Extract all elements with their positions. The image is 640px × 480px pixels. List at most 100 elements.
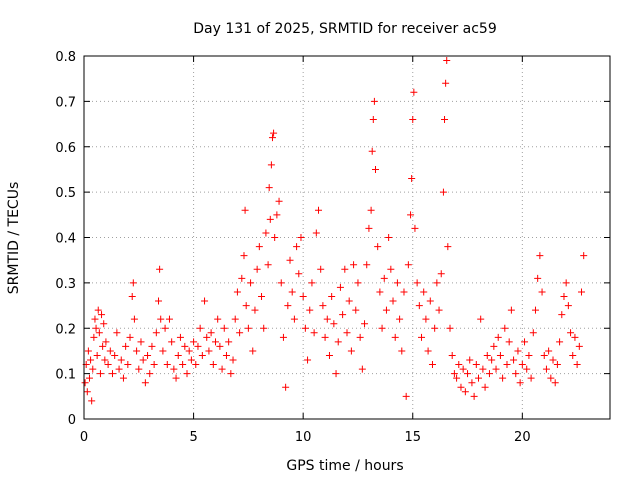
data-point bbox=[273, 211, 281, 219]
data-point bbox=[144, 351, 152, 359]
data-point bbox=[233, 288, 241, 296]
y-axis-label: SRMTID / TECUs bbox=[6, 182, 22, 295]
data-point bbox=[308, 279, 316, 287]
data-point bbox=[488, 356, 496, 364]
data-point bbox=[90, 333, 98, 341]
data-point bbox=[205, 347, 213, 355]
data-point bbox=[207, 329, 215, 337]
x-tick-label: 20 bbox=[514, 430, 531, 445]
data-point bbox=[556, 338, 564, 346]
data-point bbox=[510, 356, 518, 364]
data-point bbox=[410, 88, 418, 96]
data-point bbox=[325, 351, 333, 359]
data-point bbox=[170, 365, 178, 373]
data-point bbox=[227, 370, 235, 378]
data-point bbox=[190, 338, 198, 346]
data-point bbox=[220, 324, 228, 332]
y-tick-label: 0.3 bbox=[55, 277, 76, 292]
data-point bbox=[244, 324, 252, 332]
data-point bbox=[564, 302, 572, 310]
data-point bbox=[222, 351, 230, 359]
data-point bbox=[483, 351, 491, 359]
data-point bbox=[181, 342, 189, 350]
data-point bbox=[531, 306, 539, 314]
data-point bbox=[385, 234, 393, 241]
data-point bbox=[115, 365, 123, 373]
data-point bbox=[99, 342, 107, 350]
data-point bbox=[516, 379, 524, 387]
data-point bbox=[168, 338, 176, 346]
data-point bbox=[101, 356, 109, 364]
data-point bbox=[365, 224, 373, 232]
data-point bbox=[241, 206, 249, 214]
data-point bbox=[408, 175, 416, 183]
data-point bbox=[260, 324, 268, 332]
data-point bbox=[203, 333, 211, 341]
data-point bbox=[527, 374, 535, 382]
data-point bbox=[363, 261, 371, 269]
data-point bbox=[464, 370, 472, 378]
data-point bbox=[332, 370, 340, 378]
data-point bbox=[163, 361, 171, 369]
data-point bbox=[330, 320, 338, 328]
data-point bbox=[240, 252, 248, 260]
data-point bbox=[523, 365, 531, 373]
data-point bbox=[172, 374, 180, 382]
data-point bbox=[345, 297, 353, 305]
data-point bbox=[133, 347, 141, 355]
data-point bbox=[542, 365, 550, 373]
data-point bbox=[347, 347, 355, 355]
data-point bbox=[466, 356, 474, 364]
data-point bbox=[179, 361, 187, 369]
data-point bbox=[560, 292, 568, 300]
data-point bbox=[409, 116, 417, 124]
data-point bbox=[501, 324, 509, 332]
data-point bbox=[354, 279, 362, 287]
x-tick-label: 0 bbox=[80, 430, 88, 445]
data-point bbox=[411, 224, 419, 232]
data-point bbox=[150, 361, 158, 369]
data-point bbox=[214, 315, 222, 323]
data-point bbox=[418, 333, 426, 341]
data-point bbox=[575, 342, 583, 350]
data-point bbox=[424, 347, 432, 355]
data-point bbox=[496, 351, 504, 359]
data-point bbox=[187, 356, 195, 364]
data-point bbox=[310, 329, 318, 337]
data-point bbox=[450, 370, 458, 378]
data-point bbox=[339, 311, 347, 319]
data-point bbox=[371, 165, 379, 173]
data-point bbox=[242, 302, 250, 310]
data-point bbox=[413, 279, 421, 287]
data-point bbox=[507, 306, 515, 314]
data-point bbox=[196, 324, 204, 332]
data-point bbox=[391, 333, 399, 341]
y-tick-label: 0.5 bbox=[55, 186, 76, 201]
data-point bbox=[85, 374, 93, 382]
data-point bbox=[441, 116, 449, 124]
data-point bbox=[88, 397, 96, 405]
data-point bbox=[87, 356, 95, 364]
data-point bbox=[580, 252, 588, 260]
data-point bbox=[512, 370, 520, 378]
data-point bbox=[529, 329, 537, 337]
data-point bbox=[323, 315, 331, 323]
data-point bbox=[407, 211, 415, 219]
data-point bbox=[95, 329, 103, 337]
data-point bbox=[490, 342, 498, 350]
x-tick-label: 5 bbox=[189, 430, 197, 445]
data-point bbox=[119, 374, 127, 382]
data-point bbox=[404, 261, 412, 269]
data-point bbox=[122, 342, 130, 350]
data-point bbox=[81, 379, 89, 387]
data-point bbox=[236, 329, 244, 337]
data-point bbox=[433, 279, 441, 287]
data-point bbox=[558, 311, 566, 319]
data-point bbox=[400, 288, 408, 296]
data-point bbox=[282, 383, 290, 391]
data-point bbox=[435, 306, 443, 314]
data-point bbox=[137, 338, 145, 346]
data-point bbox=[295, 270, 303, 278]
data-point bbox=[317, 265, 325, 273]
data-point bbox=[286, 256, 294, 264]
